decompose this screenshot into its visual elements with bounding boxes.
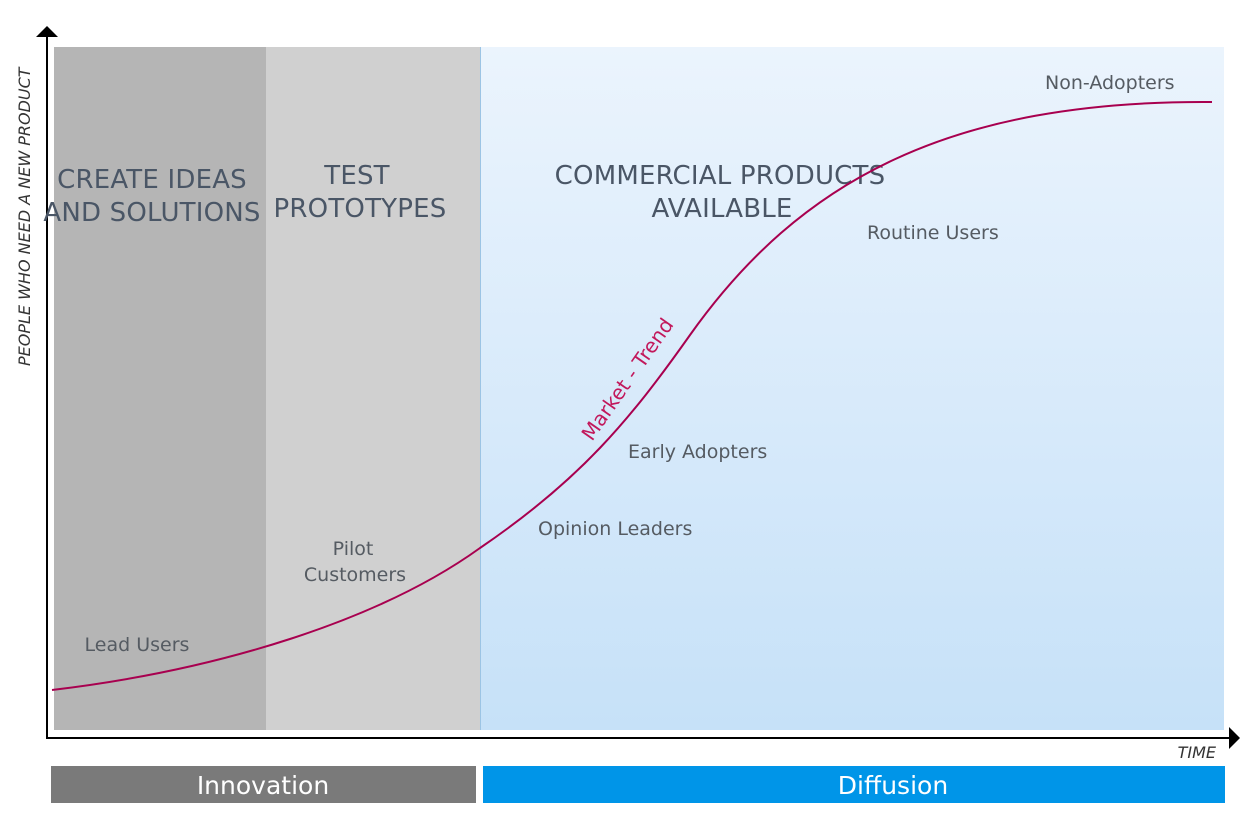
commercial-products-panel bbox=[480, 47, 1224, 730]
y-axis-arrowhead bbox=[36, 26, 58, 37]
x-axis-label: TIME bbox=[1178, 743, 1217, 762]
test-prototypes-panel bbox=[266, 47, 480, 730]
innovation-band-label: Innovation bbox=[197, 771, 329, 800]
innovation-band bbox=[51, 766, 476, 803]
test-prototypes-title-line2: PROTOTYPES bbox=[274, 194, 447, 224]
routine-users-label: Routine Users bbox=[867, 222, 999, 244]
market-trend-curve bbox=[51, 100, 1213, 691]
pilot-customers-label-line1: Pilot bbox=[333, 538, 374, 560]
y-axis-label: PEOPLE WHO NEED A NEW PRODUCT bbox=[15, 66, 34, 366]
pilot-customers-label-line2: Customers bbox=[304, 564, 406, 586]
non-adopters-label: Non-Adopters bbox=[1045, 72, 1175, 94]
create-ideas-title-line1: CREATE IDEAS bbox=[57, 165, 247, 195]
early-adopters-label: Early Adopters bbox=[628, 441, 767, 463]
create-ideas-title-line2: AND SOLUTIONS bbox=[43, 198, 260, 228]
commercial-products-title-line1: COMMERCIAL PRODUCTS bbox=[555, 161, 886, 191]
lead-users-label: Lead Users bbox=[85, 634, 190, 656]
x-axis-arrowhead bbox=[1229, 727, 1240, 749]
commercial-products-title-line2: AVAILABLE bbox=[651, 194, 792, 224]
create-ideas-panel bbox=[54, 47, 266, 730]
opinion-leaders-label: Opinion Leaders bbox=[538, 518, 692, 540]
diffusion-band-label: Diffusion bbox=[838, 771, 948, 800]
test-prototypes-title-line1: TEST bbox=[323, 161, 390, 191]
diffusion-band bbox=[483, 766, 1225, 803]
